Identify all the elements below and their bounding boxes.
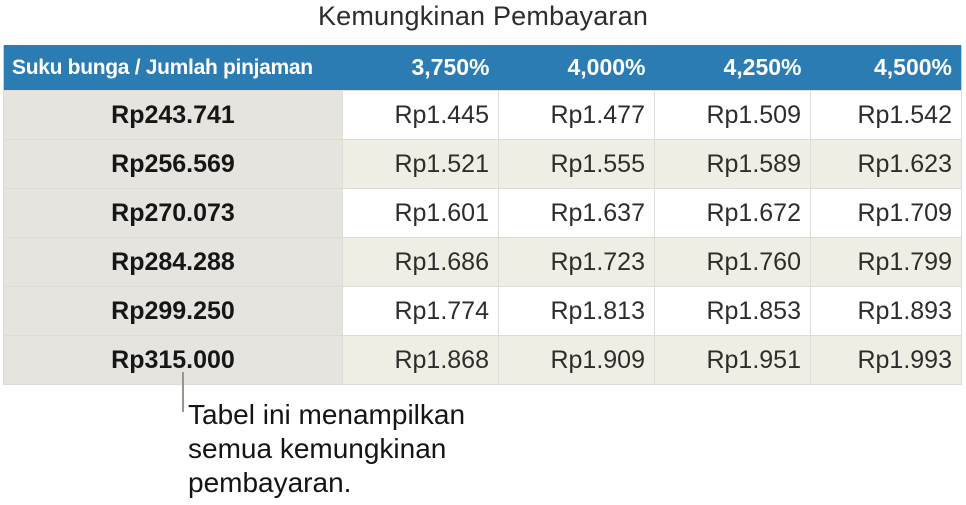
payment-cell[interactable]: Rp1.601: [342, 188, 499, 238]
table-row: Rp270.073 Rp1.601 Rp1.637 Rp1.672 Rp1.70…: [3, 188, 962, 238]
loan-amount-cell[interactable]: Rp270.073: [3, 188, 343, 238]
corner-header-cell[interactable]: Suku bunga / Jumlah pinjaman: [3, 45, 343, 91]
rate-header-cell[interactable]: 3,750%: [342, 45, 499, 91]
payment-cell[interactable]: Rp1.445: [342, 90, 499, 140]
loan-amount-cell[interactable]: Rp315.000: [3, 335, 343, 385]
payment-cell[interactable]: Rp1.993: [810, 335, 962, 385]
payment-cell[interactable]: Rp1.893: [810, 286, 962, 336]
payment-cell[interactable]: Rp1.799: [810, 237, 962, 287]
payment-cell[interactable]: Rp1.909: [498, 335, 655, 385]
payment-cell[interactable]: Rp1.521: [342, 139, 499, 189]
callout-text: Tabel ini menampilkan semua kemungkinan …: [188, 398, 465, 500]
loan-amount-cell[interactable]: Rp256.569: [3, 139, 343, 189]
payment-cell[interactable]: Rp1.623: [810, 139, 962, 189]
table-row: Rp299.250 Rp1.774 Rp1.813 Rp1.853 Rp1.89…: [3, 286, 962, 336]
payment-cell[interactable]: Rp1.760: [654, 237, 811, 287]
callout-text-line: semua kemungkinan: [188, 433, 447, 464]
table-row: Rp284.288 Rp1.686 Rp1.723 Rp1.760 Rp1.79…: [3, 237, 962, 287]
payment-cell[interactable]: Rp1.774: [342, 286, 499, 336]
callout-text-line: pembayaran.: [188, 467, 352, 498]
payment-possibilities-table: Suku bunga / Jumlah pinjaman 3,750% 4,00…: [3, 45, 962, 385]
payment-cell[interactable]: Rp1.509: [654, 90, 811, 140]
loan-amount-cell[interactable]: Rp284.288: [3, 237, 343, 287]
rate-header-cell[interactable]: 4,000%: [498, 45, 655, 91]
payment-cell[interactable]: Rp1.813: [498, 286, 655, 336]
callout-leader-line: [182, 372, 184, 412]
payment-cell[interactable]: Rp1.686: [342, 237, 499, 287]
loan-amount-cell[interactable]: Rp243.741: [3, 90, 343, 140]
payment-cell[interactable]: Rp1.637: [498, 188, 655, 238]
table-title: Kemungkinan Pembayaran: [317, 1, 649, 31]
loan-amount-cell[interactable]: Rp299.250: [3, 286, 343, 336]
payment-cell[interactable]: Rp1.477: [498, 90, 655, 140]
rate-header-cell[interactable]: 4,500%: [810, 45, 962, 91]
payment-cell[interactable]: Rp1.868: [342, 335, 499, 385]
rate-header-cell[interactable]: 4,250%: [654, 45, 811, 91]
payment-cell[interactable]: Rp1.723: [498, 237, 655, 287]
payment-cell[interactable]: Rp1.672: [654, 188, 811, 238]
header-row: Suku bunga / Jumlah pinjaman 3,750% 4,00…: [3, 45, 962, 91]
payment-cell[interactable]: Rp1.853: [654, 286, 811, 336]
table-row: Rp315.000 Rp1.868 Rp1.909 Rp1.951 Rp1.99…: [3, 335, 962, 385]
payment-cell[interactable]: Rp1.542: [810, 90, 962, 140]
payment-cell[interactable]: Rp1.951: [654, 335, 811, 385]
payment-cell[interactable]: Rp1.589: [654, 139, 811, 189]
payment-cell[interactable]: Rp1.555: [498, 139, 655, 189]
table-row: Rp243.741 Rp1.445 Rp1.477 Rp1.509 Rp1.54…: [3, 90, 962, 140]
callout-text-line: Tabel ini menampilkan: [188, 399, 466, 430]
table-row: Rp256.569 Rp1.521 Rp1.555 Rp1.589 Rp1.62…: [3, 139, 962, 189]
payment-cell[interactable]: Rp1.709: [810, 188, 962, 238]
